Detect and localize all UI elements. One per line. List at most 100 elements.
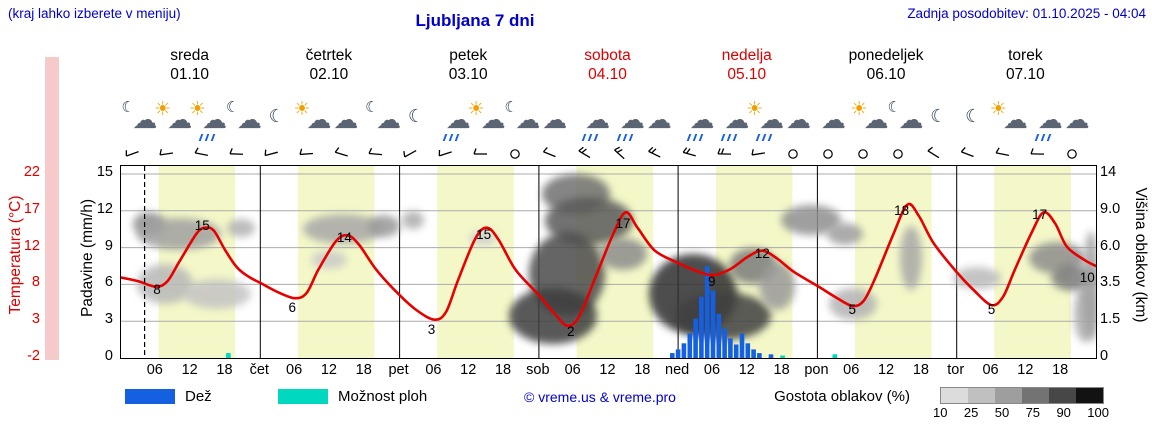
- day-abbrev-label: sob: [526, 362, 550, 378]
- wind-barb-icon: [297, 145, 315, 168]
- credit-link[interactable]: © vreme.us & vreme.pro: [524, 389, 676, 405]
- day-date: 02.10: [309, 66, 349, 83]
- day-header: sobota 04.10: [538, 46, 677, 84]
- precipitation-tick: 15: [96, 164, 113, 180]
- weather-icon-cloud: ☁: [781, 98, 817, 142]
- cloud-height-tick: 3.5: [1100, 274, 1121, 291]
- cloud-blob: [469, 231, 497, 245]
- precipitation-tick: 9: [104, 237, 113, 254]
- cloud-icon: ☁: [724, 105, 750, 134]
- weather-icon-sun-cloud: ☀ ☁: [467, 98, 506, 142]
- day-date: 01.10: [170, 66, 210, 83]
- cloud-height-axis-ticks: 14 9.0 6.0 3.5 1.5 0: [1100, 0, 1144, 443]
- temperature-tick: 22: [23, 164, 40, 180]
- day-date: 04.10: [588, 66, 627, 83]
- precipitation-bar: [226, 353, 231, 358]
- temperature-value-label: 15: [195, 218, 210, 233]
- temperature-value-label: 17: [1032, 207, 1047, 222]
- cloud-icon: ☁: [786, 105, 811, 134]
- hour-label: 18: [355, 362, 372, 378]
- wind-barb-icon: [575, 145, 593, 168]
- cloud-icon: ☁: [376, 105, 402, 134]
- hour-label: 06: [146, 362, 163, 378]
- temperature-value-label: 12: [755, 246, 770, 261]
- moon-icon: ☾: [407, 106, 425, 127]
- sun-icon: ☀: [467, 98, 485, 120]
- temperature-value-label: 17: [615, 216, 630, 231]
- wind-barb-icon: [749, 145, 767, 168]
- weather-icons-row: ☾ ☁ ☀ ☁ ☀ ☁ ☾ ☁ ☾ ☀ ☁ ☁ ☾ ☁ ☾ ☁ ☀ ☁ ☾ ☁ ☁ ☁ ☁ ☁ ☁ ☁ ☀ ☁ ☁ ☁ ☀ ☁ ☾ ☁ ☾ ☾ ☀ ☁ ☁ ☁: [120, 98, 1095, 142]
- temperature-tick: 8: [31, 274, 40, 291]
- wind-barb-icon: [680, 145, 698, 168]
- day-header: ponedeljek 06.10: [816, 46, 955, 84]
- wind-barb-icon: [471, 145, 489, 168]
- cloud-icon: ☁: [898, 105, 924, 134]
- showers-legend-label: Možnost ploh: [338, 388, 428, 405]
- moon-icon: ☾: [268, 106, 285, 127]
- day-abbrev-label: tor: [947, 362, 965, 378]
- moon-icon: ☾: [225, 98, 240, 116]
- density-tick-label: 25: [963, 405, 979, 420]
- temperature-tick: 12: [23, 237, 40, 254]
- cloud-icon: ☁: [689, 105, 715, 134]
- temperature-tick: -2: [27, 348, 40, 364]
- wind-barb-icon: [366, 145, 384, 168]
- cloud-icon: ☁: [1064, 105, 1090, 134]
- cloud-height-tick: 1.5: [1100, 311, 1121, 328]
- hour-label: 18: [1052, 362, 1069, 378]
- hour-label: 06: [564, 362, 581, 378]
- day-header: torek 07.10: [956, 46, 1095, 84]
- plot-area: 8 15 6 14 3 15 2 17 9 12 5 18 5 17 10: [119, 165, 1099, 359]
- weather-icon-cloud: ☁: [816, 98, 852, 142]
- density-gradient-segment: [995, 388, 1022, 403]
- cloud-icon: ☁: [515, 105, 541, 134]
- day-header: petek 03.10: [399, 46, 538, 84]
- density-tick-label: 100: [1087, 405, 1109, 420]
- temperature-axis-band: [45, 57, 59, 360]
- temperature-value-label: 8: [153, 282, 161, 297]
- cloud-height-tick: 6.0: [1100, 237, 1121, 254]
- cloud-density-gradient-bar: [940, 387, 1104, 404]
- precipitation-bar: [733, 344, 739, 358]
- day-abbrev-label: pet: [388, 362, 409, 378]
- hour-label: 12: [460, 362, 477, 378]
- temperature-value-label: 5: [988, 302, 996, 317]
- density-gradient-segment: [1049, 388, 1076, 403]
- temperature-axis-ticks: 22 17 12 8 3 -2: [0, 0, 40, 443]
- cloud-icon: ☁: [306, 105, 332, 134]
- rain-legend-swatch: [125, 389, 175, 404]
- cloud-icon: ☁: [167, 105, 193, 134]
- moon-icon: ☾: [930, 106, 947, 127]
- cloud-icon: ☁: [646, 105, 672, 134]
- cloud-blob: [183, 279, 251, 309]
- weather-icon-cloud: ☁: [328, 98, 364, 142]
- weather-icon-moon-cloud: ☾ ☁: [502, 98, 541, 142]
- time-axis: 06 12 18 06 12 18 06 12 18 06 12 18 06 12 18 06 12 18 06 12…: [0, 362, 1152, 380]
- precipitation-axis-ticks: 15 12 9 6 3 0: [60, 0, 113, 443]
- calm-wind-icon: [1063, 145, 1081, 168]
- cloud-blob: [675, 292, 771, 340]
- cloud-blob: [368, 215, 400, 237]
- temperature-tick: 3: [31, 311, 40, 328]
- calm-wind-icon: [854, 145, 872, 168]
- day-date: 07.10: [1005, 66, 1045, 83]
- hour-label: 18: [912, 362, 929, 378]
- weather-icon-moon: ☾: [920, 98, 956, 142]
- sun-icon: ☀: [746, 98, 764, 120]
- day-name: četrtek: [305, 47, 353, 64]
- wind-barb-icon: [123, 145, 141, 168]
- wind-barb-icon: [645, 145, 663, 168]
- weather-icon-rain: ☁: [1025, 98, 1063, 142]
- showers-legend-swatch: [278, 389, 328, 404]
- weather-icon-cloud: ☁: [537, 98, 573, 142]
- cloud-icon: ☁: [863, 105, 889, 134]
- precipitation-tick: 12: [96, 200, 113, 217]
- sun-icon: ☀: [189, 98, 207, 120]
- weather-icon-sun-cloud: ☀ ☁: [154, 98, 193, 142]
- moon-icon: ☾: [965, 106, 982, 127]
- hour-label: 18: [634, 362, 651, 378]
- hour-label: 06: [843, 362, 860, 378]
- cloud-icon: ☁: [333, 105, 359, 134]
- cloud-blob: [509, 288, 597, 344]
- wind-barbs-row: [120, 144, 1095, 164]
